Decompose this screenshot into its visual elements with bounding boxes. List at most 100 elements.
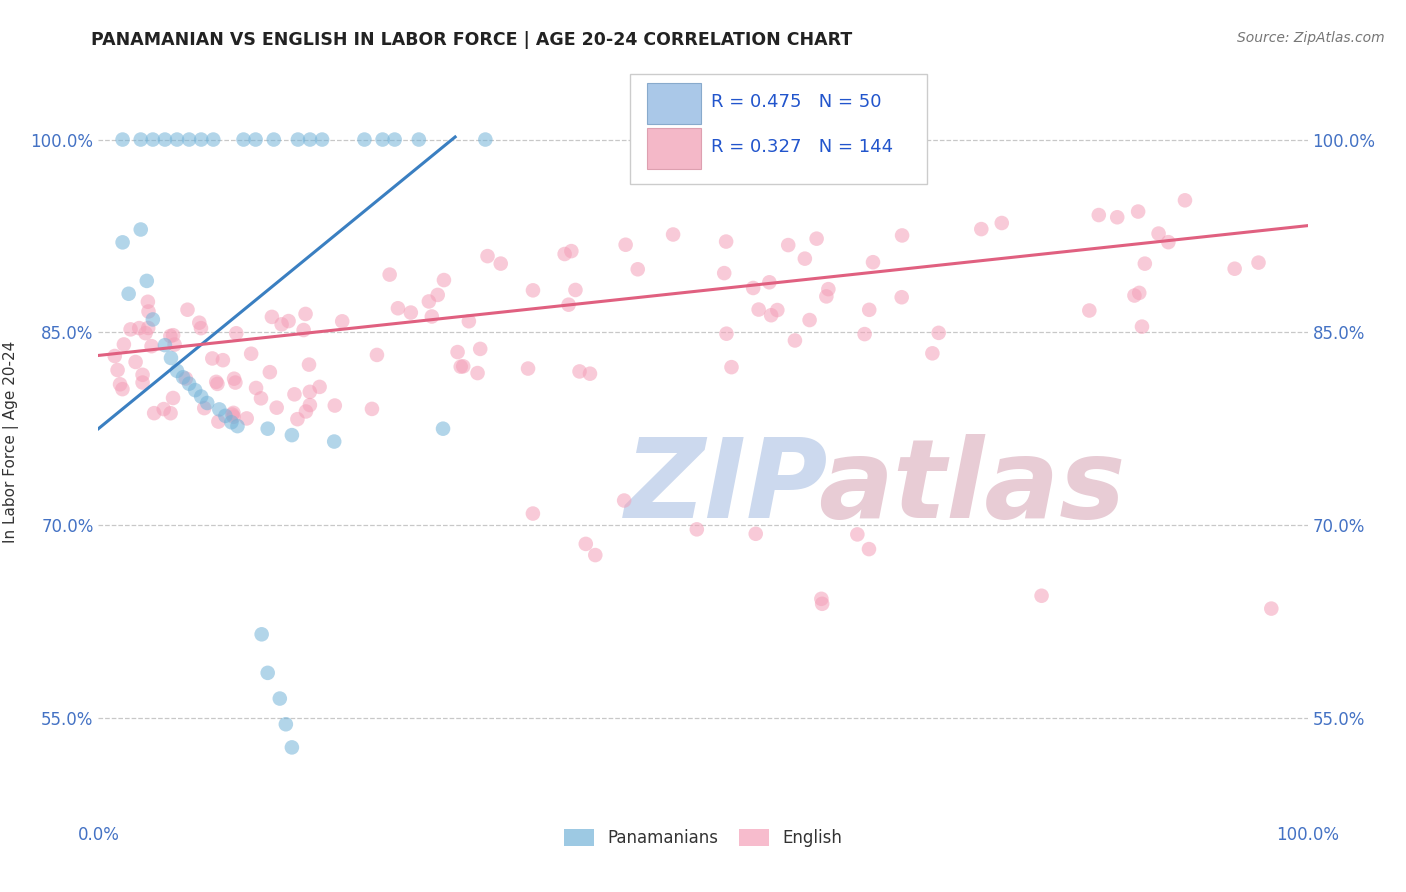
Point bbox=[891, 228, 914, 243]
Point bbox=[235, 411, 257, 425]
Point bbox=[323, 399, 346, 413]
Point bbox=[1260, 601, 1282, 615]
Point bbox=[720, 360, 742, 375]
Point bbox=[153, 132, 176, 146]
Point bbox=[554, 247, 576, 261]
Point bbox=[522, 507, 544, 521]
Point bbox=[614, 237, 637, 252]
Point bbox=[457, 314, 479, 328]
Point bbox=[522, 283, 544, 297]
Point bbox=[174, 371, 197, 385]
Point bbox=[366, 348, 388, 362]
Point bbox=[208, 402, 231, 417]
Point bbox=[112, 337, 135, 351]
Point bbox=[166, 364, 188, 378]
Point bbox=[222, 372, 245, 386]
Text: R = 0.475   N = 50: R = 0.475 N = 50 bbox=[711, 93, 882, 111]
Point bbox=[190, 132, 212, 146]
Point bbox=[579, 367, 602, 381]
Point bbox=[176, 302, 198, 317]
Point bbox=[890, 290, 912, 304]
Point bbox=[163, 337, 186, 351]
Point bbox=[477, 249, 499, 263]
Point bbox=[294, 307, 316, 321]
Point bbox=[713, 266, 735, 280]
Point bbox=[420, 310, 443, 324]
Point bbox=[201, 351, 224, 366]
Point bbox=[810, 591, 832, 606]
Point bbox=[418, 294, 440, 309]
Point bbox=[1107, 211, 1129, 225]
Point bbox=[799, 313, 821, 327]
Point bbox=[408, 132, 430, 146]
Point bbox=[1130, 319, 1153, 334]
Point bbox=[361, 401, 384, 416]
Point bbox=[970, 222, 993, 236]
Point bbox=[858, 302, 880, 317]
Point bbox=[287, 132, 309, 146]
Point bbox=[129, 222, 152, 236]
Point bbox=[245, 381, 267, 395]
Point bbox=[142, 132, 165, 146]
Point bbox=[225, 326, 247, 341]
Point bbox=[131, 368, 153, 382]
FancyBboxPatch shape bbox=[647, 83, 700, 124]
Point bbox=[846, 527, 869, 541]
Point bbox=[1157, 235, 1180, 249]
Point bbox=[446, 345, 468, 359]
Point bbox=[758, 275, 780, 289]
Point bbox=[308, 380, 330, 394]
Point bbox=[686, 522, 709, 536]
Point bbox=[193, 401, 215, 416]
Point bbox=[292, 323, 315, 337]
Point bbox=[811, 597, 834, 611]
Point bbox=[560, 244, 582, 259]
Point bbox=[714, 235, 737, 249]
Point bbox=[426, 288, 449, 302]
Point bbox=[433, 273, 456, 287]
Point bbox=[557, 298, 579, 312]
Point bbox=[1174, 194, 1197, 208]
Point bbox=[135, 274, 157, 288]
Point bbox=[853, 327, 876, 342]
Point bbox=[250, 392, 273, 406]
Point bbox=[277, 314, 299, 328]
Point bbox=[179, 132, 201, 146]
Point bbox=[627, 262, 650, 277]
Point bbox=[202, 132, 225, 146]
Point bbox=[662, 227, 685, 242]
Point bbox=[1078, 303, 1101, 318]
Point bbox=[583, 548, 606, 562]
Point bbox=[107, 363, 129, 377]
Point bbox=[815, 289, 838, 303]
Point bbox=[256, 422, 278, 436]
Point bbox=[136, 321, 159, 335]
Point bbox=[142, 312, 165, 326]
Point bbox=[384, 132, 406, 146]
Point bbox=[111, 132, 134, 146]
Point bbox=[135, 326, 157, 341]
Text: atlas: atlas bbox=[818, 434, 1125, 541]
Point bbox=[207, 415, 229, 429]
Point bbox=[450, 359, 472, 374]
Legend: Panamanians, English: Panamanians, English bbox=[558, 822, 848, 854]
Point bbox=[1247, 255, 1270, 269]
Point bbox=[111, 382, 134, 396]
Point bbox=[299, 132, 322, 146]
Text: Source: ZipAtlas.com: Source: ZipAtlas.com bbox=[1237, 31, 1385, 45]
Point bbox=[281, 740, 304, 755]
Point bbox=[353, 132, 375, 146]
Point bbox=[260, 310, 283, 324]
Point bbox=[269, 691, 291, 706]
Point bbox=[159, 406, 181, 420]
Point bbox=[152, 402, 174, 417]
Point bbox=[131, 376, 153, 390]
Text: ZIP: ZIP bbox=[624, 434, 828, 541]
Point bbox=[222, 406, 245, 420]
Point bbox=[1126, 204, 1149, 219]
Point bbox=[138, 304, 160, 318]
Point bbox=[214, 409, 236, 423]
Point bbox=[162, 391, 184, 405]
Point bbox=[266, 401, 288, 415]
Point bbox=[330, 314, 353, 328]
